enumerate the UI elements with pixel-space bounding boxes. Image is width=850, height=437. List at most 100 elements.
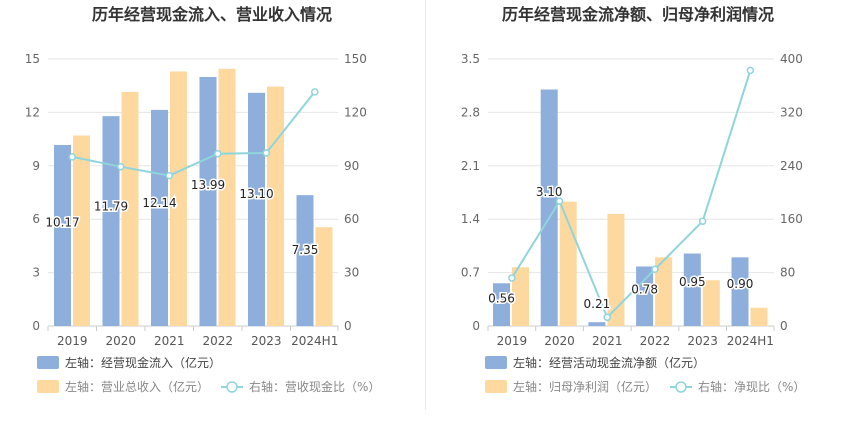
ratio-point xyxy=(555,197,564,205)
y-right-tick-label: 0 xyxy=(344,319,352,333)
ratio-point xyxy=(651,265,659,274)
legend-secondary-swatch xyxy=(37,380,59,393)
bar-secondary xyxy=(512,267,529,326)
ratio-point xyxy=(698,217,707,225)
bar-secondary xyxy=(73,135,90,326)
data-label: 7.35 xyxy=(292,243,319,257)
bar-primary xyxy=(683,253,701,326)
x-tick-label: 2020 xyxy=(105,334,136,348)
y-right-tick-label: 30 xyxy=(344,266,359,280)
chart-panel-1: 历年经营现金流入、营业收入情况0369121503060901201502019… xyxy=(25,5,381,394)
data-label: 13.10 xyxy=(239,187,273,201)
x-tick-label: 2019 xyxy=(497,334,528,348)
y-left-tick-label: 3.5 xyxy=(461,52,480,66)
chart-title: 历年经营现金流净额、归母净利润情况 xyxy=(502,5,774,24)
data-label: 0.90 xyxy=(727,277,754,291)
x-tick-label: 2023 xyxy=(687,334,718,348)
bar-primary xyxy=(151,109,168,327)
legend-secondary-label: 左轴：营业总收入（亿元） xyxy=(65,379,209,394)
y-left-tick-label: 0.7 xyxy=(461,266,480,280)
legend-line-swatch-marker xyxy=(226,381,238,393)
legend-line-label: 右轴：净现比（%） xyxy=(698,379,805,394)
legend-primary-swatch xyxy=(37,356,59,369)
bar-primary xyxy=(540,89,558,326)
x-tick-label: 2024H1 xyxy=(727,334,774,348)
x-tick-label: 2021 xyxy=(154,334,185,348)
bar-secondary xyxy=(267,86,284,326)
y-right-tick-label: 90 xyxy=(344,159,359,173)
bar-secondary xyxy=(170,71,187,327)
data-label: 13.99 xyxy=(191,178,225,192)
ratio-point xyxy=(746,66,755,75)
ratio-point xyxy=(68,153,76,161)
bar-primary xyxy=(248,92,265,326)
y-left-tick-label: 2.8 xyxy=(461,105,480,119)
data-label: 0.56 xyxy=(488,292,515,306)
legend-primary-label: 左轴：经营活动现金流净额（亿元） xyxy=(513,355,705,370)
y-right-tick-label: 60 xyxy=(344,212,359,226)
y-right-tick-label: 120 xyxy=(344,105,367,119)
y-left-tick-label: 6 xyxy=(32,212,40,226)
bar-secondary xyxy=(702,280,720,326)
bar-primary xyxy=(54,144,71,326)
bar-primary xyxy=(102,116,120,326)
chart-title: 历年经营现金流入、营业收入情况 xyxy=(92,5,332,24)
data-label: 10.17 xyxy=(45,215,79,229)
ratio-point xyxy=(603,313,611,322)
legend-primary-swatch xyxy=(485,356,507,369)
legend-secondary-swatch xyxy=(485,380,507,393)
bar-primary xyxy=(588,322,606,326)
x-tick-label: 2022 xyxy=(640,334,671,348)
y-right-tick-label: 320 xyxy=(780,105,803,119)
x-tick-label: 2019 xyxy=(57,334,88,348)
ratio-point xyxy=(165,171,173,180)
bar-primary xyxy=(493,283,510,326)
x-tick-label: 2022 xyxy=(202,334,233,348)
y-right-tick-label: 400 xyxy=(780,52,803,66)
data-label: 0.21 xyxy=(584,297,611,311)
y-left-tick-label: 1.4 xyxy=(461,212,480,226)
ratio-point xyxy=(214,149,222,158)
bar-secondary xyxy=(315,227,333,326)
bar-primary xyxy=(199,76,217,326)
legend-primary-label: 左轴：经营现金流入（亿元） xyxy=(65,355,221,370)
bar-primary xyxy=(296,195,314,326)
y-left-tick-label: 12 xyxy=(25,105,40,119)
bar-secondary xyxy=(607,213,625,326)
y-right-tick-label: 150 xyxy=(344,52,367,66)
y-right-tick-label: 240 xyxy=(780,159,803,173)
bar-secondary xyxy=(655,257,673,326)
y-right-tick-label: 0 xyxy=(780,319,788,333)
ratio-point xyxy=(508,274,516,282)
bar-primary xyxy=(636,266,654,326)
ratio-point xyxy=(311,88,319,96)
bar-primary xyxy=(731,257,749,326)
data-label: 12.14 xyxy=(142,196,176,210)
legend-secondary-label: 左轴：归母净利润（亿元） xyxy=(513,379,657,394)
bar-secondary xyxy=(750,307,768,326)
y-left-tick-label: 0 xyxy=(472,319,480,333)
bar-secondary xyxy=(121,91,139,327)
y-right-tick-label: 160 xyxy=(780,212,803,226)
legend-line-swatch-marker xyxy=(675,381,687,393)
x-tick-label: 2023 xyxy=(251,334,282,348)
y-left-tick-label: 15 xyxy=(25,52,40,66)
data-label: 0.78 xyxy=(631,282,658,296)
legend-line-label: 右轴：营收现金比（%） xyxy=(249,379,380,394)
y-left-tick-label: 9 xyxy=(32,159,40,173)
y-right-tick-label: 80 xyxy=(780,266,795,280)
x-tick-label: 2020 xyxy=(544,334,575,348)
y-left-tick-label: 0 xyxy=(32,319,40,333)
data-label: 11.79 xyxy=(94,200,128,214)
ratio-point xyxy=(117,162,125,171)
ratio-line xyxy=(72,91,316,177)
y-left-tick-label: 2.1 xyxy=(461,159,480,173)
panel-divider xyxy=(425,0,426,410)
bar-secondary xyxy=(218,68,236,326)
data-label: 0.95 xyxy=(679,275,706,289)
ratio-line xyxy=(511,70,752,320)
ratio-point xyxy=(262,149,270,157)
x-tick-label: 2024H1 xyxy=(291,334,338,348)
chart-panel-2: 历年经营现金流净额、归母净利润情况 0 0.7 1.4 2.1 2.8 3.5 0 80 160 2… xyxy=(461,5,806,394)
x-tick-label: 2021 xyxy=(592,334,623,348)
